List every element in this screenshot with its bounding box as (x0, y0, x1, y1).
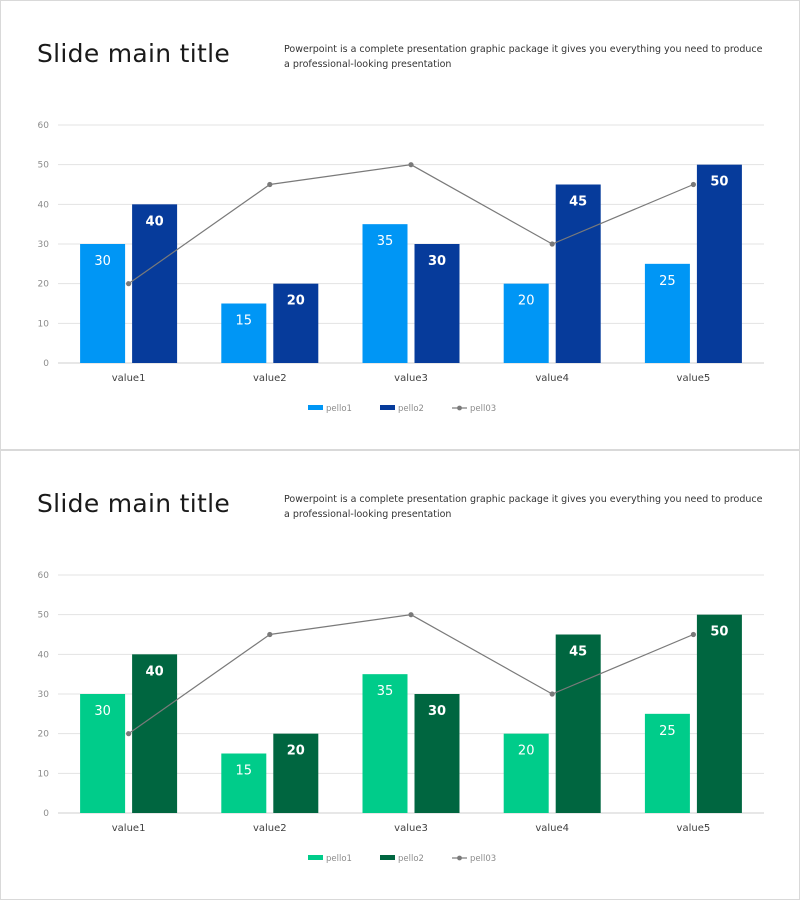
bar-pello2 (132, 204, 178, 363)
bar-pello1 (80, 244, 126, 363)
y-tick-label: 20 (38, 730, 50, 740)
data-label: 45 (569, 645, 587, 660)
slide-description: Powerpoint is a complete presentation gr… (284, 44, 763, 70)
x-category-label: value1 (112, 823, 146, 834)
y-tick-label: 50 (38, 611, 50, 621)
line-point (126, 281, 132, 287)
data-label: 30 (428, 254, 446, 269)
line-point (408, 162, 414, 168)
legend-label: pello2 (398, 854, 424, 864)
data-label: 50 (710, 175, 728, 190)
data-label: 20 (518, 744, 535, 759)
legend-label: pello2 (398, 404, 424, 414)
data-label: 35 (377, 684, 394, 699)
bar-pello2 (414, 244, 460, 363)
bar-pello1 (221, 753, 267, 813)
line-pell03 (128, 614, 694, 735)
combo-chart: 0 10 20 30 40 50 60 30 40 value1 15 20 value2 35 30 val… (38, 571, 764, 864)
line-point (408, 612, 414, 618)
data-label: 20 (287, 294, 305, 309)
y-tick-label: 10 (38, 319, 50, 329)
bar-pello1 (503, 283, 549, 363)
slide-title: Slide main title (37, 39, 231, 68)
legend-swatch-pello1 (308, 855, 323, 860)
x-category-label: value3 (394, 823, 428, 834)
data-label: 30 (428, 704, 446, 719)
bar-pello1 (644, 263, 690, 363)
line-point (690, 181, 697, 188)
legend-label: pell03 (470, 854, 496, 864)
bar-pello2 (696, 164, 742, 363)
y-tick-label: 40 (38, 650, 50, 660)
bar-pello1 (503, 733, 549, 813)
x-category-label: value5 (677, 373, 711, 384)
data-label: 50 (710, 625, 728, 640)
bar-pello2 (273, 733, 319, 813)
data-label: 25 (659, 724, 676, 739)
slide-description: Powerpoint is a complete presentation gr… (284, 494, 763, 520)
legend-marker (457, 405, 462, 411)
x-category-label: value4 (535, 373, 569, 384)
legend-label: pello1 (326, 404, 352, 414)
bar-pello1 (362, 224, 408, 363)
data-label: 15 (236, 764, 253, 779)
line-point (690, 631, 697, 638)
data-label: 30 (94, 704, 111, 719)
bar-pello1 (80, 694, 126, 813)
legend-swatch-pello2 (380, 405, 395, 410)
data-label: 30 (94, 254, 111, 269)
x-category-label: value4 (535, 823, 569, 834)
x-category-label: value2 (253, 373, 287, 384)
line-point (267, 181, 273, 188)
y-tick-label: 50 (38, 161, 50, 171)
line-pell03 (128, 164, 694, 285)
legend-label: pell03 (470, 404, 496, 414)
x-category-label: value3 (394, 373, 428, 384)
data-label: 40 (146, 214, 164, 229)
y-tick-label: 0 (43, 359, 49, 369)
y-tick-label: 60 (38, 571, 50, 581)
legend-label: pello1 (326, 854, 352, 864)
slide-2: Slide main title Powerpoint is a complet… (1, 451, 799, 899)
legend-swatch-pello1 (308, 405, 323, 410)
slide-1: Slide main title Powerpoint is a complet… (1, 1, 799, 449)
bar-pello2 (696, 614, 742, 813)
y-tick-label: 10 (38, 769, 50, 779)
bar-pello2 (555, 184, 601, 363)
line-point (126, 731, 132, 737)
y-tick-label: 40 (38, 200, 50, 210)
y-tick-label: 60 (38, 121, 50, 131)
data-label: 25 (659, 274, 676, 289)
line-point (549, 691, 555, 697)
data-label: 45 (569, 195, 587, 210)
slide-title: Slide main title (37, 489, 231, 518)
data-label: 15 (236, 314, 253, 329)
combo-chart: 0 10 20 30 40 50 60 30 40 value1 15 20 value2 35 30 val… (38, 121, 764, 414)
y-tick-label: 0 (43, 809, 49, 819)
x-category-label: value5 (677, 823, 711, 834)
data-label: 20 (287, 744, 305, 759)
line-point (549, 241, 555, 247)
bar-pello2 (273, 283, 319, 363)
legend-swatch-pello2 (380, 855, 395, 860)
bar-pello1 (644, 713, 690, 813)
data-label: 35 (377, 234, 394, 249)
bar-pello1 (221, 303, 267, 363)
x-category-label: value2 (253, 823, 287, 834)
data-label: 20 (518, 294, 535, 309)
y-tick-label: 30 (38, 690, 50, 700)
bar-pello2 (414, 694, 460, 813)
x-category-label: value1 (112, 373, 146, 384)
y-tick-label: 30 (38, 240, 50, 250)
data-label: 40 (146, 664, 164, 679)
y-tick-label: 20 (38, 280, 50, 290)
bar-pello1 (362, 674, 408, 813)
line-point (267, 631, 273, 638)
bar-pello2 (132, 654, 178, 813)
bar-pello2 (555, 634, 601, 813)
legend-marker (457, 855, 462, 861)
